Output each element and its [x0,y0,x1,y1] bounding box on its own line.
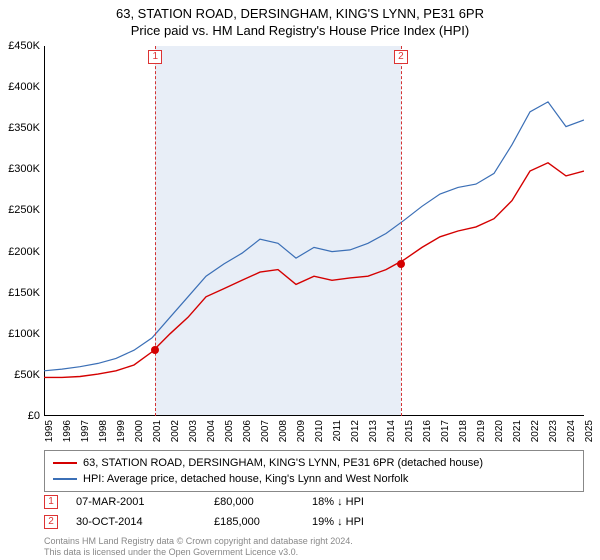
y-tick-label: £350K [8,122,40,134]
transaction-date: 07-MAR-2001 [76,496,196,508]
transaction-diff: 19% ↓ HPI [312,516,412,528]
x-tick-label: 2001 [152,420,163,442]
transaction-row: 2 30-OCT-2014 £185,000 19% ↓ HPI [44,512,584,532]
transaction-price: £80,000 [214,496,294,508]
transaction-marker-box: 2 [394,50,408,64]
x-tick-label: 2015 [404,420,415,442]
y-tick-label: £0 [28,410,40,422]
transaction-diff: 18% ↓ HPI [312,496,412,508]
transactions-table: 1 07-MAR-2001 £80,000 18% ↓ HPI 2 30-OCT… [44,492,584,532]
legend-row: HPI: Average price, detached house, King… [53,471,575,487]
transaction-marker-box: 1 [148,50,162,64]
x-tick-label: 2020 [494,420,505,442]
x-tick-label: 2012 [350,420,361,442]
legend-swatch-1 [53,462,77,464]
title-main: 63, STATION ROAD, DERSINGHAM, KING'S LYN… [0,6,600,21]
transaction-dash [155,46,156,416]
x-tick-label: 2005 [224,420,235,442]
transaction-date: 30-OCT-2014 [76,516,196,528]
x-tick-label: 2002 [170,420,181,442]
transaction-row: 1 07-MAR-2001 £80,000 18% ↓ HPI [44,492,584,512]
x-tick-label: 2003 [188,420,199,442]
title-block: 63, STATION ROAD, DERSINGHAM, KING'S LYN… [0,0,600,38]
y-tick-label: £450K [8,40,40,52]
x-tick-label: 2007 [260,420,271,442]
x-tick-label: 1999 [116,420,127,442]
x-tick-label: 1997 [80,420,91,442]
y-tick-label: £100K [8,328,40,340]
series-hpi [44,102,584,371]
y-tick-label: £50K [14,369,40,381]
y-tick-label: £250K [8,204,40,216]
x-tick-label: 2025 [584,420,595,442]
legend-label-1: 63, STATION ROAD, DERSINGHAM, KING'S LYN… [83,457,483,469]
x-tick-label: 2017 [440,420,451,442]
chart-area: £0£50K£100K£150K£200K£250K£300K£350K£400… [44,46,584,416]
transaction-dash [401,46,402,416]
x-tick-label: 2018 [458,420,469,442]
y-tick-label: £300K [8,163,40,175]
chart-container: 63, STATION ROAD, DERSINGHAM, KING'S LYN… [0,0,600,560]
transaction-price: £185,000 [214,516,294,528]
transaction-dot [397,260,405,268]
y-tick-label: £400K [8,81,40,93]
legend-swatch-2 [53,478,77,480]
x-tick-label: 2008 [278,420,289,442]
x-tick-label: 1998 [98,420,109,442]
series-price_paid [44,163,584,378]
x-tick-label: 2021 [512,420,523,442]
transaction-marker-2: 2 [44,515,58,529]
transaction-dot [151,346,159,354]
plot-svg [44,46,584,416]
x-tick-label: 1995 [44,420,55,442]
x-tick-label: 2000 [134,420,145,442]
x-tick-label: 1996 [62,420,73,442]
title-sub: Price paid vs. HM Land Registry's House … [0,23,600,38]
legend: 63, STATION ROAD, DERSINGHAM, KING'S LYN… [44,450,584,492]
x-tick-label: 2014 [386,420,397,442]
x-tick-label: 2004 [206,420,217,442]
y-tick-label: £200K [8,246,40,258]
x-tick-label: 2011 [332,420,343,442]
x-tick-label: 2022 [530,420,541,442]
x-tick-label: 2019 [476,420,487,442]
footer-line-2: This data is licensed under the Open Gov… [44,547,584,558]
x-tick-label: 2006 [242,420,253,442]
x-tick-label: 2024 [566,420,577,442]
y-tick-label: £150K [8,287,40,299]
transaction-marker-1: 1 [44,495,58,509]
legend-row: 63, STATION ROAD, DERSINGHAM, KING'S LYN… [53,455,575,471]
x-tick-label: 2010 [314,420,325,442]
footer: Contains HM Land Registry data © Crown c… [44,536,584,558]
x-tick-label: 2013 [368,420,379,442]
x-tick-label: 2023 [548,420,559,442]
footer-line-1: Contains HM Land Registry data © Crown c… [44,536,584,547]
x-tick-label: 2009 [296,420,307,442]
x-tick-label: 2016 [422,420,433,442]
legend-label-2: HPI: Average price, detached house, King… [83,473,408,485]
